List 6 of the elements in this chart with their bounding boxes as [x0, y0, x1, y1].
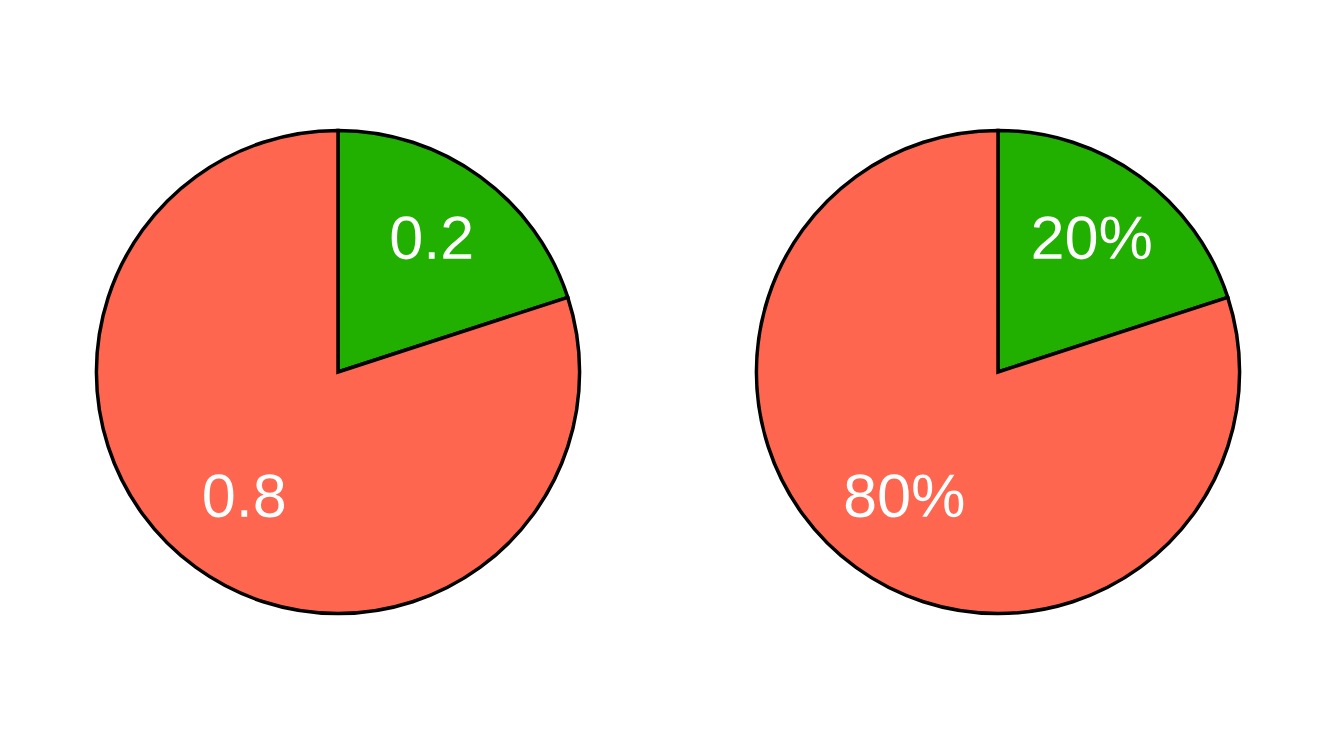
pie-slice [94, 128, 582, 616]
data-label: 80% [845, 474, 964, 518]
data-label: 20% [1033, 216, 1151, 260]
data-label: 0.2 [391, 216, 472, 260]
pie-slice [754, 128, 1242, 616]
data-label: 0.8 [204, 474, 285, 518]
